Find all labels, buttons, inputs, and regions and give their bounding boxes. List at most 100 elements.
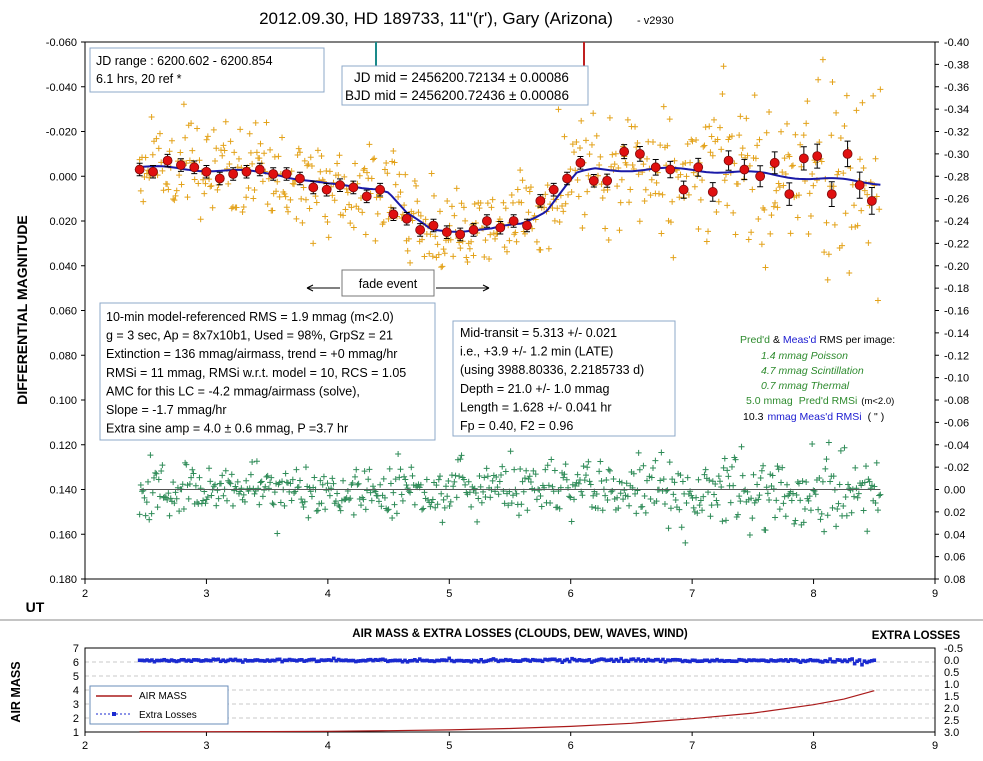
data-point bbox=[427, 503, 434, 510]
data-point bbox=[252, 119, 259, 126]
data-point bbox=[498, 472, 505, 479]
data-point bbox=[149, 151, 156, 158]
extra-losses-point bbox=[300, 658, 304, 662]
rms-header-rest: RMS per image: bbox=[816, 334, 895, 346]
data-point bbox=[750, 471, 757, 478]
data-point bbox=[285, 208, 292, 215]
extra-losses-layer bbox=[137, 656, 877, 667]
extra-losses-point bbox=[366, 658, 370, 662]
rms-header-amp: & bbox=[770, 334, 783, 346]
data-point bbox=[188, 120, 195, 127]
data-point bbox=[677, 171, 684, 178]
extra-losses-point bbox=[223, 659, 228, 664]
data-point bbox=[213, 502, 220, 509]
x-axis-label-ut: UT bbox=[26, 599, 45, 615]
extra-losses-point bbox=[698, 659, 702, 663]
data-point bbox=[877, 491, 884, 498]
data-point bbox=[800, 519, 807, 526]
data-point bbox=[776, 184, 783, 191]
data-point bbox=[683, 500, 690, 506]
data-point bbox=[481, 253, 488, 260]
data-point bbox=[746, 531, 753, 538]
data-point bbox=[464, 258, 471, 265]
data-point bbox=[238, 485, 245, 492]
extra-losses-point bbox=[140, 658, 144, 663]
extra-losses-point bbox=[619, 656, 624, 661]
data-point bbox=[736, 132, 743, 139]
data-point bbox=[585, 458, 592, 465]
data-point bbox=[523, 467, 530, 474]
data-point bbox=[781, 493, 788, 500]
data-point bbox=[343, 185, 350, 192]
extra-losses-point bbox=[216, 657, 221, 662]
data-point bbox=[839, 242, 846, 249]
data-point bbox=[519, 177, 526, 184]
data-point bbox=[476, 473, 483, 480]
extra-losses-point bbox=[636, 657, 641, 661]
data-point bbox=[596, 468, 603, 475]
data-point bbox=[809, 171, 816, 178]
data-point bbox=[302, 196, 309, 203]
data-point bbox=[809, 441, 816, 448]
data-point bbox=[441, 504, 448, 511]
extra-losses-point bbox=[341, 658, 346, 663]
extra-losses-point bbox=[589, 660, 594, 664]
data-point bbox=[392, 181, 399, 188]
extra-losses-point bbox=[405, 660, 410, 664]
data-point bbox=[429, 253, 436, 260]
data-point bbox=[387, 204, 394, 211]
data-point bbox=[229, 502, 236, 509]
data-point bbox=[450, 253, 457, 260]
data-point bbox=[803, 478, 810, 485]
rms-meas-mid: mmag Meas'd RMSi bbox=[767, 411, 861, 423]
extra-losses-point bbox=[499, 658, 503, 663]
data-point bbox=[405, 488, 412, 495]
extra-losses-point bbox=[796, 659, 800, 663]
data-point bbox=[772, 514, 779, 521]
extra-losses-point bbox=[764, 659, 768, 663]
data-point bbox=[450, 483, 457, 490]
data-point bbox=[848, 509, 855, 516]
data-point bbox=[283, 479, 290, 486]
extra-losses-point bbox=[260, 658, 265, 663]
binned-point bbox=[602, 175, 613, 186]
data-point bbox=[669, 476, 676, 483]
data-point bbox=[362, 231, 369, 238]
data-point bbox=[271, 489, 278, 496]
y-right-tick-label: -0.24 bbox=[944, 216, 969, 228]
binned-point bbox=[482, 216, 492, 226]
data-point bbox=[241, 498, 248, 505]
data-point bbox=[542, 466, 549, 473]
raw-points-layer bbox=[136, 56, 884, 304]
rms-meas-suffix: ( " ) bbox=[868, 411, 885, 423]
extra-losses-point bbox=[371, 658, 375, 663]
binned-point bbox=[468, 225, 479, 235]
data-point bbox=[481, 474, 488, 481]
y-right-tick-label: 0.04 bbox=[944, 529, 965, 541]
data-point bbox=[824, 512, 831, 519]
data-point bbox=[509, 199, 516, 206]
data-point bbox=[538, 503, 545, 510]
data-point bbox=[219, 152, 226, 159]
losses-tick-label: 2.0 bbox=[944, 703, 959, 715]
data-point bbox=[287, 196, 294, 203]
data-point bbox=[758, 467, 765, 474]
losses-tick-label: 0.5 bbox=[944, 667, 959, 679]
extra-losses-point bbox=[830, 659, 835, 664]
data-point bbox=[521, 475, 528, 482]
losses-tick-label: 3.0 bbox=[944, 727, 959, 739]
data-point bbox=[633, 510, 640, 517]
data-point bbox=[837, 134, 844, 141]
extra-losses-axis-label: EXTRA LOSSES bbox=[872, 630, 961, 642]
y-right-tick-label: -0.14 bbox=[944, 328, 969, 340]
data-point bbox=[324, 218, 331, 225]
y-tick-label: -0.060 bbox=[46, 37, 77, 49]
data-point bbox=[678, 524, 685, 531]
data-point bbox=[352, 160, 359, 167]
extra-losses-point bbox=[710, 658, 714, 663]
data-point bbox=[640, 161, 647, 168]
data-point bbox=[671, 479, 678, 486]
data-point bbox=[380, 219, 387, 226]
binned-point bbox=[321, 184, 332, 195]
extra-losses-point bbox=[422, 658, 427, 663]
